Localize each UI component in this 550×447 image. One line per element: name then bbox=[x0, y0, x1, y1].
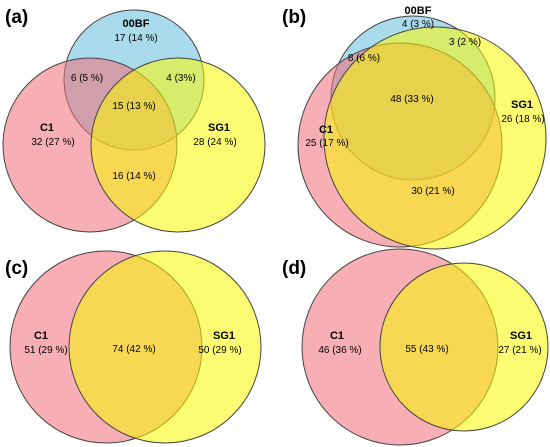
circle-sg1-a bbox=[90, 57, 266, 233]
overlap-00bf-sg1-a: 4 (3%) bbox=[166, 73, 195, 84]
panel-letter-b: (b) bbox=[282, 7, 306, 28]
overlap-00bf-c1-a: 6 (5 %) bbox=[71, 73, 103, 84]
circle-sg1-c bbox=[68, 250, 262, 444]
set-count-sg1-a: 28 (24 %) bbox=[193, 137, 236, 148]
panel-letter-d: (d) bbox=[282, 258, 306, 279]
overlap-c1-sg1-a: 16 (14 %) bbox=[112, 171, 155, 182]
set-count-sg1-d: 27 (21 %) bbox=[498, 345, 541, 356]
panel-d: (d) C1 46 (36 %) SG1 27 (21 %) 55 (43 %) bbox=[282, 248, 549, 446]
set-count-c1-d: 46 (36 %) bbox=[318, 345, 361, 356]
circle-sg1-b bbox=[323, 26, 547, 250]
overlap-00bf-sg1-b: 3 (2 %) bbox=[449, 37, 481, 48]
overlap-00bf-c1-b: 8 (6 %) bbox=[348, 53, 380, 64]
panel-a: (a) 00BF 17 (14 %) C1 32 (27 %) SG1 28 (… bbox=[2, 7, 266, 233]
set-label-c1-a: C1 bbox=[40, 122, 54, 134]
set-label-sg1-b: SG1 bbox=[511, 99, 533, 111]
overlap-all-b: 48 (33 %) bbox=[390, 94, 433, 105]
set-count-sg1-c: 50 (29 %) bbox=[198, 345, 241, 356]
circle-sg1-d bbox=[379, 262, 549, 432]
overlap-c1-sg1-d: 55 (43 %) bbox=[405, 344, 448, 355]
panel-letter-a: (a) bbox=[5, 7, 28, 28]
panel-b: (b) 00BF 4 (3 %) C1 25 (17 %) SG1 26 (18… bbox=[282, 5, 547, 250]
panel-c: (c) C1 51 (29 %) SG1 50 (29 %) 74 (42 %) bbox=[5, 250, 262, 444]
set-label-c1-b: C1 bbox=[319, 124, 333, 136]
set-count-sg1-b: 26 (18 %) bbox=[501, 114, 544, 125]
overlap-c1-sg1-b: 30 (21 %) bbox=[411, 186, 454, 197]
set-label-c1-d: C1 bbox=[330, 330, 344, 342]
set-count-00bf-a: 17 (14 %) bbox=[114, 33, 157, 44]
set-label-c1-c: C1 bbox=[34, 330, 48, 342]
set-label-00bf-a: 00BF bbox=[123, 18, 150, 30]
overlap-c1-sg1-c: 74 (42 %) bbox=[112, 344, 155, 355]
set-count-c1-b: 25 (17 %) bbox=[305, 138, 348, 149]
set-label-sg1-c: SG1 bbox=[213, 330, 235, 342]
set-count-c1-a: 32 (27 %) bbox=[31, 137, 74, 148]
overlap-all-a: 15 (13 %) bbox=[112, 101, 155, 112]
set-count-00bf-b: 4 (3 %) bbox=[402, 19, 434, 30]
set-label-00bf-b: 00BF bbox=[405, 5, 432, 17]
set-label-sg1-a: SG1 bbox=[208, 122, 230, 134]
set-label-sg1-d: SG1 bbox=[510, 330, 532, 342]
set-count-c1-c: 51 (29 %) bbox=[24, 345, 67, 356]
panel-letter-c: (c) bbox=[5, 258, 28, 279]
